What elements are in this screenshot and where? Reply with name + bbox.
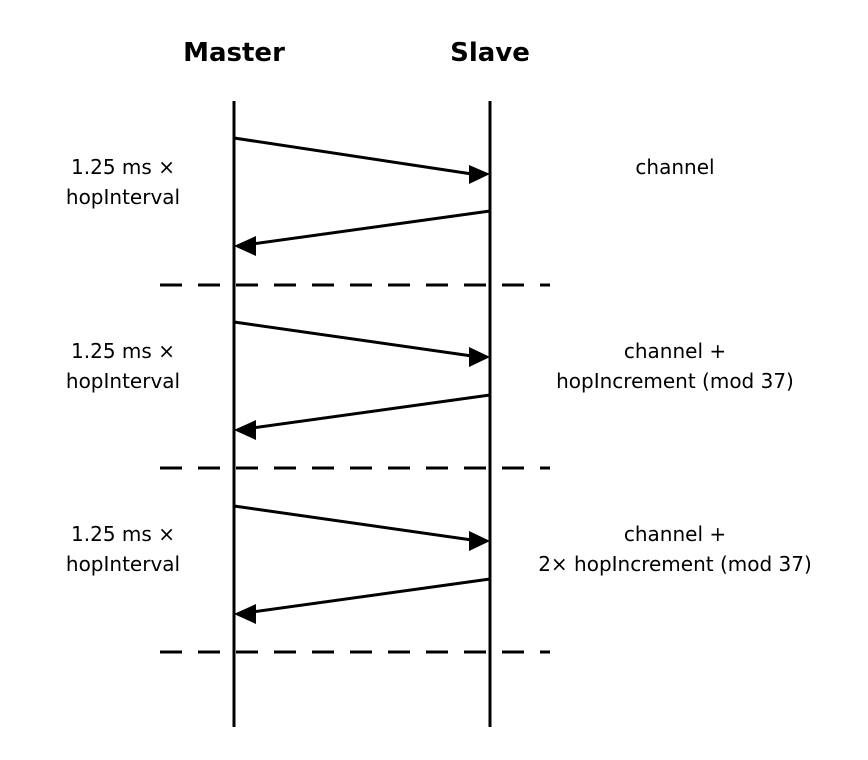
- interval-time-label-1-line2: hopInterval: [65, 185, 181, 209]
- interval-time-label-2-line1: 1.25 ms ×: [71, 339, 175, 363]
- channel-label-2-line1: channel +: [623, 339, 727, 363]
- message-master-to-slave-1: [233, 136, 473, 176]
- interval-time-label-2-line2: hopInterval: [65, 369, 181, 393]
- message-master-to-slave-3: [233, 504, 473, 542]
- message-slave-to-master-2: [251, 393, 491, 430]
- interval-time-label-3-line1: 1.25 ms ×: [71, 522, 175, 546]
- interval-time-label-1-line1: 1.25 ms ×: [71, 155, 175, 179]
- arrowhead-to-slave-3: [469, 531, 490, 551]
- message-slave-to-master-3: [251, 577, 491, 614]
- interval-time-label-3-line2: hopInterval: [65, 552, 181, 576]
- arrowhead-to-slave-1: [469, 165, 490, 184]
- arrowhead-to-master-3: [234, 604, 256, 624]
- arrowhead-to-slave-2: [469, 347, 490, 367]
- arrowhead-to-master-2: [234, 420, 256, 440]
- channel-label-1-line1: channel: [635, 155, 715, 179]
- message-master-to-slave-2: [233, 320, 473, 358]
- channel-label-3-line1: channel +: [623, 522, 727, 546]
- channel-label-2-line2: hopIncrement (mod 37): [556, 369, 794, 393]
- master-header: Master: [183, 38, 285, 68]
- arrowhead-to-master-1: [234, 236, 256, 256]
- message-slave-to-master-1: [251, 209, 491, 246]
- channel-label-3-line2: 2× hopIncrement (mod 37): [538, 552, 812, 576]
- slave-header: Slave: [450, 38, 530, 68]
